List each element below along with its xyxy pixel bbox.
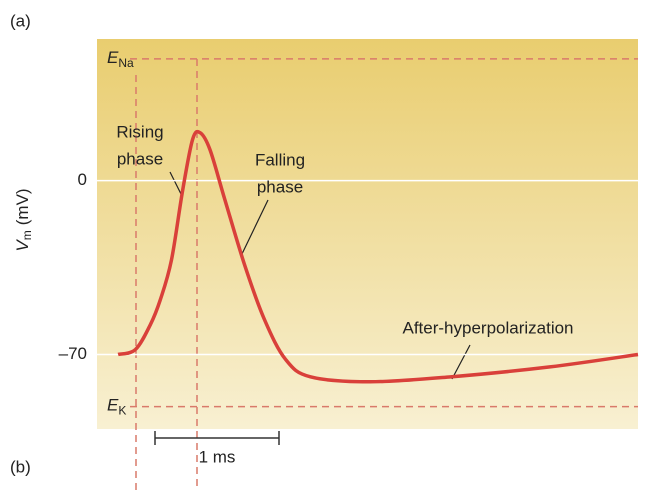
reference-sub: K	[118, 404, 126, 418]
reference-label: ENa	[107, 48, 134, 70]
y-tick-label: –70	[59, 344, 87, 363]
guide-lines	[135, 59, 198, 490]
scale-bar	[154, 431, 280, 445]
annotation: Rising	[116, 122, 163, 141]
y-axis-label: Vm (mV)	[13, 188, 34, 251]
leader-line	[240, 199, 269, 257]
annotation: Falling	[255, 150, 305, 169]
reference-sub: Na	[118, 56, 134, 70]
reference-label: EK	[107, 396, 126, 418]
y-label-unit: (mV)	[13, 188, 32, 225]
reference-main: E	[107, 396, 119, 415]
y-label-sub: m	[20, 230, 34, 240]
y-tick-label: 0	[78, 170, 87, 189]
annotation: phase	[117, 149, 163, 168]
scale-bar-label: 1 ms	[199, 447, 236, 466]
leader-line	[451, 344, 471, 380]
annotation: After-hyperpolarization	[402, 318, 573, 337]
trace-line	[117, 129, 639, 384]
leader-line	[169, 171, 183, 197]
panel-label: (b)	[10, 457, 31, 476]
y-label-main: V	[13, 239, 32, 252]
leaders	[169, 171, 471, 380]
annotation: phase	[257, 177, 303, 196]
panel-label: (a)	[10, 11, 31, 30]
plot-area	[97, 39, 638, 429]
reference-main: E	[107, 48, 119, 67]
